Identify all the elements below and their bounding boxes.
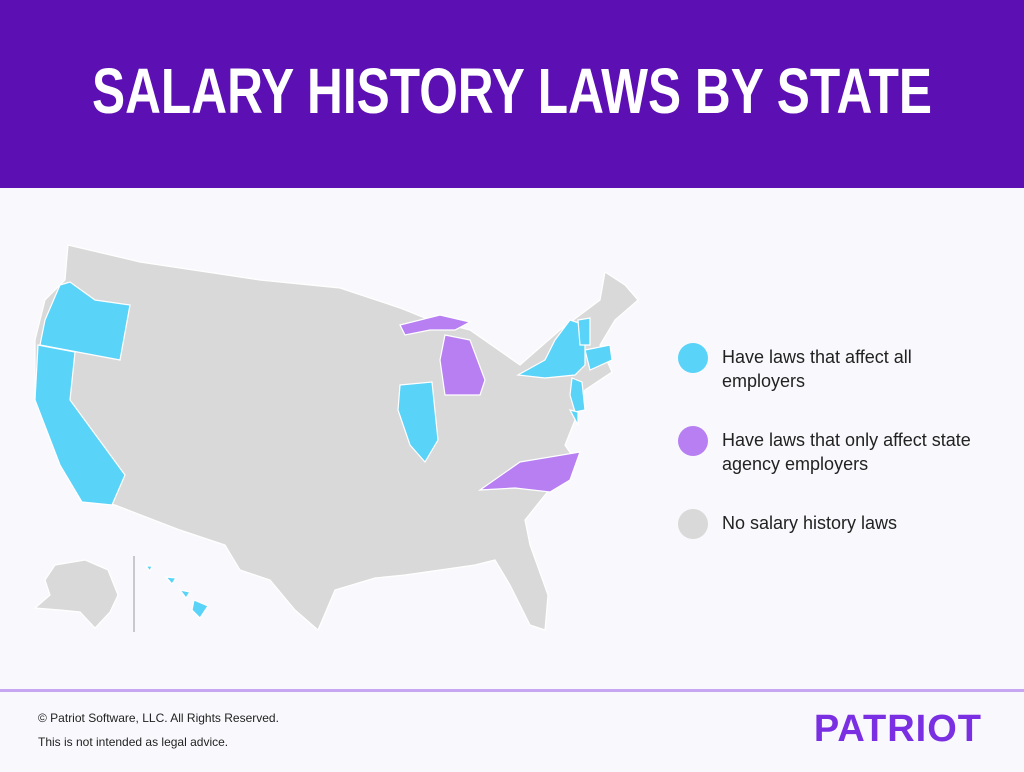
title: SALARY HISTORY LAWS BY STATE xyxy=(92,55,932,127)
delaware xyxy=(568,409,579,426)
us-map xyxy=(33,244,639,632)
california xyxy=(34,344,126,506)
legend-item: Have laws that affect all employers xyxy=(678,343,972,393)
new-jersey xyxy=(569,377,586,413)
michigan-upper xyxy=(399,314,472,336)
legend-item: No salary history laws xyxy=(678,509,972,539)
michigan-lower xyxy=(439,334,486,396)
hawaii-3 xyxy=(178,589,191,600)
oregon xyxy=(39,281,131,361)
legend-label: Have laws that only affect state agency … xyxy=(722,430,971,474)
copyright: © Patriot Software, LLC. All Rights Rese… xyxy=(38,711,279,725)
hawaii-2 xyxy=(164,576,178,585)
hawaii-1 xyxy=(144,565,153,573)
legend-label: No salary history laws xyxy=(722,513,898,533)
legend-label: Have laws that affect all employers xyxy=(722,347,912,391)
illinois xyxy=(397,381,439,464)
legend-item: Have laws that only affect state agency … xyxy=(678,426,972,476)
hawaii-4 xyxy=(191,599,209,619)
title-svg: SALARY HISTORY LAWS BY STATE xyxy=(92,55,932,127)
vermont xyxy=(577,317,591,346)
divider xyxy=(0,689,1024,692)
lower-48 xyxy=(34,244,639,631)
header: SALARY HISTORY LAWS BY STATE xyxy=(0,0,1024,188)
disclaimer: This is not intended as legal advice. xyxy=(38,735,229,749)
legend-swatch xyxy=(678,509,708,539)
legend-swatch xyxy=(678,426,708,456)
new-york xyxy=(516,319,586,379)
new-england-south xyxy=(584,344,613,371)
north-carolina xyxy=(477,451,581,493)
alaska xyxy=(33,559,119,629)
legend-swatch xyxy=(678,343,708,373)
logo[interactable]: PATRIOT xyxy=(813,708,982,750)
